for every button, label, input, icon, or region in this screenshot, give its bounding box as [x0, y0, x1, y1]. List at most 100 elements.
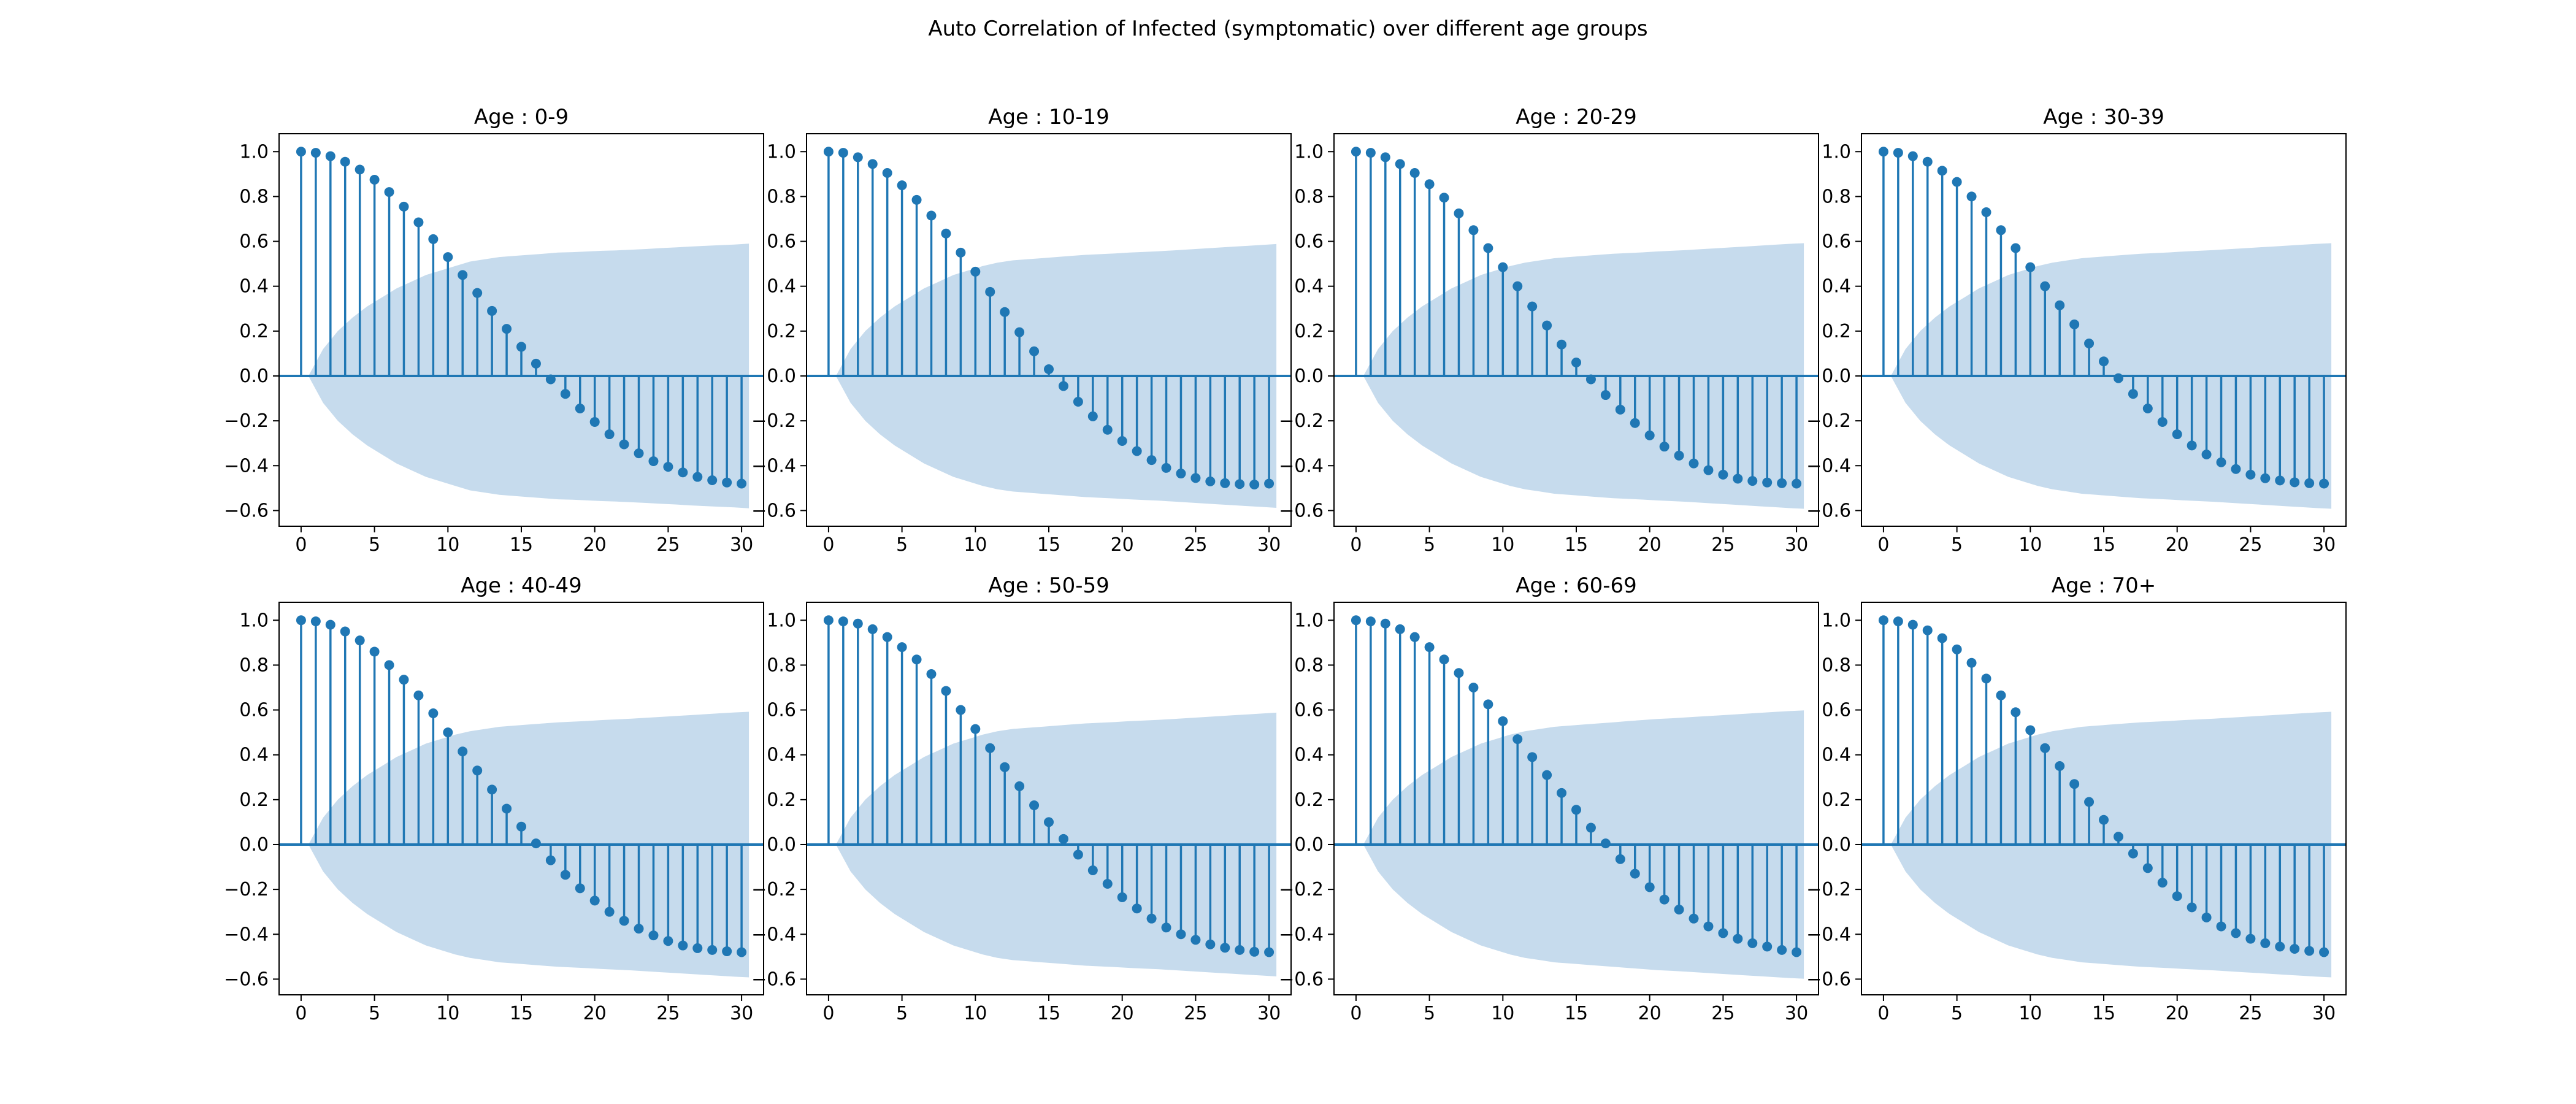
y-tick-label: 1.0	[767, 610, 796, 631]
acf-point	[1674, 905, 1684, 915]
acf-point	[1907, 151, 1918, 161]
y-tick-label: 0.6	[1822, 231, 1851, 253]
acf-point	[2142, 404, 2153, 413]
acf-point	[1146, 455, 1157, 466]
acf-point	[2319, 478, 2329, 489]
acf-point	[1792, 478, 1802, 489]
x-tick-label: 0	[822, 1003, 834, 1024]
panel-title: Age : 60-69	[1516, 573, 1637, 598]
y-tick-label: 0.2	[1822, 789, 1851, 811]
acf-point	[1454, 668, 1464, 678]
acf-point	[1937, 633, 1947, 643]
acf-point	[1468, 225, 1479, 236]
y-tick-label: −0.2	[751, 410, 796, 432]
acf-point	[1747, 476, 1758, 486]
acf-point	[1014, 327, 1025, 337]
y-tick-label: 0.0	[1294, 366, 1324, 387]
acf-point	[458, 746, 468, 757]
y-tick-label: −0.6	[1806, 968, 1851, 990]
acf-point	[956, 247, 966, 258]
y-tick-label: −0.2	[1806, 410, 1851, 432]
y-tick-label: −0.2	[751, 879, 796, 900]
x-tick-label: 30	[2312, 1003, 2336, 1024]
acf-panel: 0 5 10 15 20 25 30 −0.6 −0.4 −0.2 0.0 0.2 0.4 0.6 0.8 1…	[1279, 573, 1819, 1024]
acf-point	[1718, 469, 1728, 480]
acf-point	[722, 477, 732, 488]
y-tick-label: 0.8	[1822, 186, 1851, 207]
acf-point	[2069, 319, 2080, 329]
y-tick-label: −0.6	[1279, 968, 1324, 990]
acf-point	[2260, 938, 2271, 948]
acf-point	[1190, 935, 1201, 945]
acf-point	[737, 947, 747, 957]
x-tick-label: 10	[436, 534, 459, 556]
acf-point	[911, 194, 922, 205]
y-tick-label: −0.4	[1279, 924, 1324, 945]
acf-point	[399, 675, 409, 685]
acf-panel: 0 5 10 15 20 25 30 −0.6 −0.4 −0.2 0.0 0.2 0.4 0.6 0.8 1…	[1279, 105, 1819, 556]
acf-point	[823, 615, 834, 626]
x-tick-label: 5	[1951, 1003, 1963, 1024]
acf-point	[369, 646, 380, 657]
acf-point	[1395, 624, 1405, 634]
acf-point	[985, 743, 995, 753]
acf-point	[2275, 475, 2285, 486]
acf-point	[2275, 941, 2285, 952]
acf-point	[1087, 865, 1098, 876]
x-tick-label: 30	[730, 1003, 753, 1024]
acf-point	[1878, 615, 1888, 626]
acf-point	[399, 201, 409, 212]
panel-title: Age : 70+	[2052, 573, 2156, 598]
y-tick-label: 1.0	[1294, 610, 1324, 631]
acf-point	[1424, 642, 1435, 653]
acf-point	[2216, 921, 2226, 932]
x-tick-label: 25	[2239, 1003, 2262, 1024]
acf-point	[1893, 616, 1903, 627]
acf-point	[443, 252, 453, 263]
acf-point	[1483, 699, 1493, 710]
acf-point	[1498, 262, 1508, 272]
acf-point	[1409, 168, 1420, 178]
acf-point	[1351, 147, 1361, 157]
y-tick-label: 0.2	[1294, 789, 1324, 811]
acf-point	[2055, 300, 2065, 310]
acf-point	[1380, 152, 1390, 163]
x-tick-label: 5	[896, 534, 908, 556]
acf-point	[1205, 476, 1216, 486]
acf-panel: 0 5 10 15 20 25 30 −0.6 −0.4 −0.2 0.0 0.2 0.4 0.6 0.8 1…	[224, 573, 764, 1024]
acf-point	[575, 404, 585, 413]
acf-point	[926, 210, 937, 221]
acf-point	[2172, 891, 2182, 902]
acf-point	[1439, 654, 1449, 665]
acf-point	[2055, 761, 2065, 771]
acf-point	[1512, 734, 1523, 745]
acf-point	[2245, 469, 2256, 480]
acf-point	[970, 266, 981, 277]
y-tick-label: 0.2	[1294, 321, 1324, 342]
acf-point	[1395, 159, 1405, 169]
y-tick-label: 0.4	[239, 276, 269, 297]
x-tick-label: 0	[1350, 1003, 1362, 1024]
acf-point	[340, 626, 350, 637]
acf-point	[355, 635, 365, 646]
acf-point	[1792, 947, 1802, 957]
acf-point	[1937, 166, 1947, 176]
acf-point	[2113, 832, 2123, 842]
acf-point	[2319, 947, 2329, 957]
acf-point	[458, 270, 468, 280]
x-tick-label: 30	[730, 534, 753, 556]
acf-point	[1922, 156, 1933, 167]
acf-point	[1922, 625, 1933, 635]
x-tick-label: 25	[656, 1003, 680, 1024]
acf-point	[1249, 479, 1260, 489]
acf-point	[413, 217, 424, 228]
x-tick-label: 5	[1424, 534, 1435, 556]
acf-point	[1220, 943, 1230, 953]
acf-point	[2011, 243, 2021, 253]
acf-point	[1498, 716, 1508, 726]
acf-point	[1542, 770, 1552, 780]
acf-point	[2099, 356, 2109, 367]
acf-point	[2187, 440, 2197, 451]
acf-point	[2187, 902, 2197, 913]
acf-point	[722, 946, 732, 957]
